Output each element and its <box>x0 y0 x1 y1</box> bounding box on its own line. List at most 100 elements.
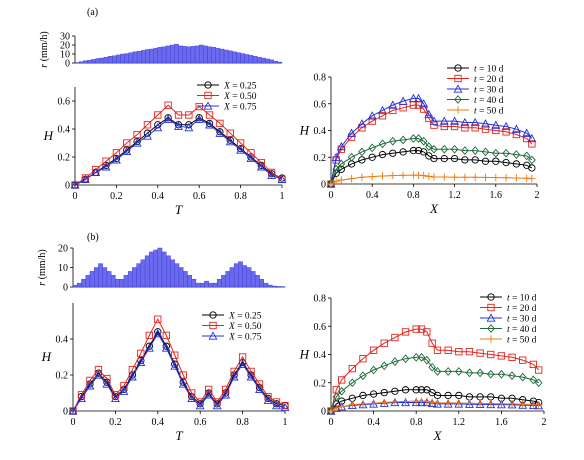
series-point <box>369 365 378 375</box>
legend-marker <box>454 95 462 104</box>
rain-bar <box>144 255 150 288</box>
series-point <box>508 371 516 381</box>
series-point <box>433 391 442 400</box>
series-point <box>424 109 434 119</box>
series-point <box>332 177 340 186</box>
rain-bar <box>227 50 233 64</box>
series-point <box>409 146 418 155</box>
rain-bar <box>95 58 101 64</box>
rain-bar <box>161 251 167 288</box>
rain-bar <box>242 265 248 288</box>
series-point <box>85 381 95 390</box>
series-point <box>369 390 378 398</box>
rain-bar <box>93 267 99 288</box>
series-point <box>153 328 163 338</box>
series-point <box>423 397 431 406</box>
rain-bar <box>116 54 121 64</box>
legend-entry: X = 0.25 <box>223 81 257 91</box>
series-point <box>359 400 367 408</box>
series-point <box>444 391 452 400</box>
series-point <box>508 353 516 361</box>
rain-bar <box>263 282 269 288</box>
series-point <box>391 387 399 395</box>
series-point <box>257 158 265 167</box>
rain-bar <box>87 60 92 64</box>
series-point <box>534 400 544 410</box>
series-point <box>450 154 459 163</box>
legend-entry: t = 10 d <box>474 64 504 74</box>
y-axis-label: H <box>299 347 310 362</box>
series-point <box>476 349 484 357</box>
series-point <box>486 369 495 379</box>
legend-marker <box>204 91 212 100</box>
x-tick-label: 0.2 <box>110 191 123 202</box>
series-point <box>492 173 500 182</box>
rain-bar <box>119 279 125 288</box>
y-tick-label: 0.6 <box>314 322 327 333</box>
series-point <box>398 96 408 105</box>
series-point <box>430 173 438 181</box>
series-point <box>80 174 90 184</box>
rain-bar <box>140 259 146 288</box>
rain-bar <box>174 43 179 64</box>
series-point <box>430 144 438 154</box>
series-point <box>455 391 463 400</box>
series-point <box>332 392 341 402</box>
y-tick-label: 10 <box>60 50 70 61</box>
rain-bar <box>103 56 109 64</box>
y-tick-label: 0 <box>321 407 326 418</box>
series-point <box>327 180 335 188</box>
series-point <box>528 155 536 165</box>
series-point <box>417 352 426 362</box>
series-point <box>332 404 341 412</box>
rain-bar <box>81 279 86 288</box>
series-point <box>409 134 418 143</box>
rain-bar <box>136 263 142 288</box>
series-point <box>378 172 387 180</box>
series-line <box>330 104 533 185</box>
series-point <box>358 173 366 182</box>
series-point <box>389 106 397 115</box>
rain-bar <box>149 48 154 64</box>
series-point <box>518 400 528 409</box>
series-line <box>72 332 286 412</box>
series-point <box>255 384 265 394</box>
legend-marker <box>487 293 495 301</box>
series-point <box>417 397 426 407</box>
series-point <box>174 111 183 119</box>
series-point <box>246 153 256 163</box>
x-axis-label: T <box>175 428 183 443</box>
series-point <box>471 173 479 182</box>
series-point <box>440 144 449 154</box>
series-point <box>481 157 490 165</box>
rain-bar <box>161 46 167 64</box>
rain-bar <box>149 251 154 288</box>
rain-bar <box>203 45 208 64</box>
series-point <box>204 390 214 399</box>
series-point <box>380 361 389 371</box>
rain-bar <box>248 55 254 64</box>
legend-entry: t = 30 d <box>507 314 537 324</box>
x-tick-label: 0.4 <box>367 417 380 428</box>
series-point <box>464 399 474 408</box>
series-point <box>465 399 474 407</box>
series-point <box>460 117 470 127</box>
series-point <box>412 386 420 394</box>
series-point <box>491 120 501 129</box>
series-point <box>347 128 357 137</box>
y-tick-label: 0.2 <box>56 371 69 382</box>
rain-bar <box>170 44 175 64</box>
rain-bar <box>223 49 229 64</box>
series-point <box>433 399 442 407</box>
series-point <box>428 398 436 406</box>
x-tick-label: 1.2 <box>448 190 461 201</box>
series-point <box>401 386 410 394</box>
rain-bar <box>127 271 133 288</box>
y-tick-label: 0.8 <box>314 73 327 84</box>
rain-bar <box>157 247 163 288</box>
series-point <box>527 133 537 143</box>
rain-bar <box>277 61 283 64</box>
series-point <box>137 349 145 358</box>
series-point <box>347 174 356 183</box>
